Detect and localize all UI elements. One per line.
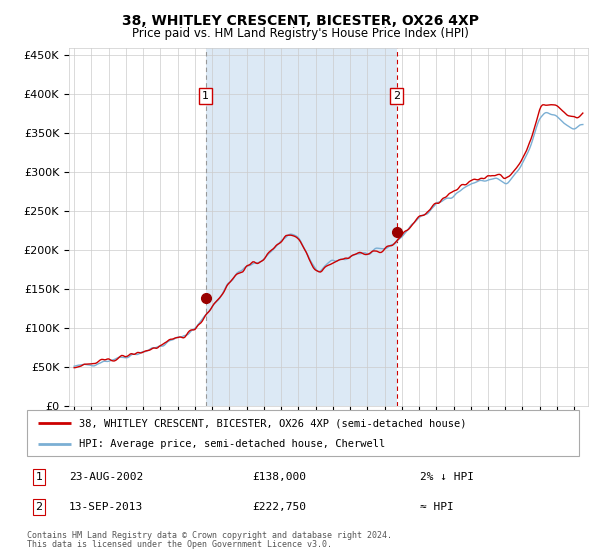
- Text: 13-SEP-2013: 13-SEP-2013: [69, 502, 143, 512]
- Text: Contains HM Land Registry data © Crown copyright and database right 2024.: Contains HM Land Registry data © Crown c…: [27, 531, 392, 540]
- Text: This data is licensed under the Open Government Licence v3.0.: This data is licensed under the Open Gov…: [27, 540, 332, 549]
- Text: ≈ HPI: ≈ HPI: [420, 502, 454, 512]
- Text: 1: 1: [35, 472, 43, 482]
- Text: 1: 1: [202, 91, 209, 101]
- Text: £138,000: £138,000: [252, 472, 306, 482]
- Text: 38, WHITLEY CRESCENT, BICESTER, OX26 4XP (semi-detached house): 38, WHITLEY CRESCENT, BICESTER, OX26 4XP…: [79, 418, 467, 428]
- Text: 2: 2: [35, 502, 43, 512]
- Text: 2% ↓ HPI: 2% ↓ HPI: [420, 472, 474, 482]
- Text: £222,750: £222,750: [252, 502, 306, 512]
- Bar: [206, 48, 397, 406]
- Text: 23-AUG-2002: 23-AUG-2002: [69, 472, 143, 482]
- Text: HPI: Average price, semi-detached house, Cherwell: HPI: Average price, semi-detached house,…: [79, 440, 386, 450]
- FancyBboxPatch shape: [27, 410, 579, 456]
- Text: Price paid vs. HM Land Registry's House Price Index (HPI): Price paid vs. HM Land Registry's House …: [131, 27, 469, 40]
- Text: 38, WHITLEY CRESCENT, BICESTER, OX26 4XP: 38, WHITLEY CRESCENT, BICESTER, OX26 4XP: [121, 14, 479, 28]
- Text: 2: 2: [393, 91, 400, 101]
